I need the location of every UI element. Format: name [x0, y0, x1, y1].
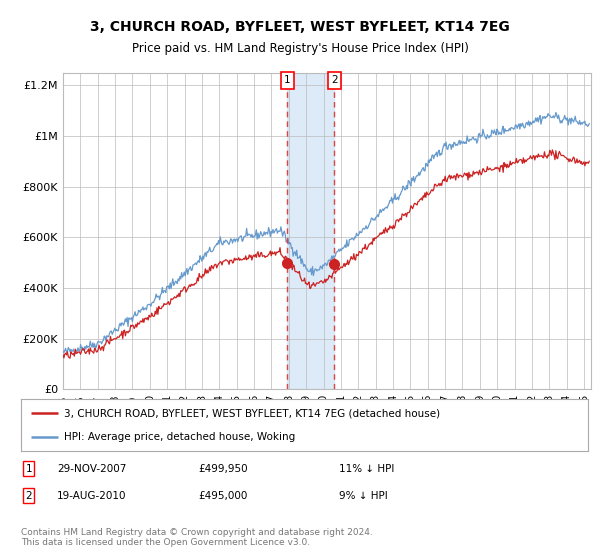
Text: Price paid vs. HM Land Registry's House Price Index (HPI): Price paid vs. HM Land Registry's House …	[131, 42, 469, 55]
Text: 11% ↓ HPI: 11% ↓ HPI	[339, 464, 394, 474]
Text: 2: 2	[331, 76, 338, 85]
Text: 9% ↓ HPI: 9% ↓ HPI	[339, 491, 388, 501]
Text: £495,000: £495,000	[198, 491, 247, 501]
Text: 19-AUG-2010: 19-AUG-2010	[57, 491, 127, 501]
Text: 2: 2	[25, 491, 32, 501]
Text: 3, CHURCH ROAD, BYFLEET, WEST BYFLEET, KT14 7EG (detached house): 3, CHURCH ROAD, BYFLEET, WEST BYFLEET, K…	[64, 408, 440, 418]
Text: Contains HM Land Registry data © Crown copyright and database right 2024.
This d: Contains HM Land Registry data © Crown c…	[21, 528, 373, 547]
Text: 1: 1	[284, 76, 290, 85]
Text: 1: 1	[25, 464, 32, 474]
Text: £499,950: £499,950	[198, 464, 248, 474]
Text: 3, CHURCH ROAD, BYFLEET, WEST BYFLEET, KT14 7EG: 3, CHURCH ROAD, BYFLEET, WEST BYFLEET, K…	[90, 20, 510, 34]
Text: HPI: Average price, detached house, Woking: HPI: Average price, detached house, Woki…	[64, 432, 295, 442]
Text: 29-NOV-2007: 29-NOV-2007	[57, 464, 127, 474]
Bar	[287, 73, 334, 389]
